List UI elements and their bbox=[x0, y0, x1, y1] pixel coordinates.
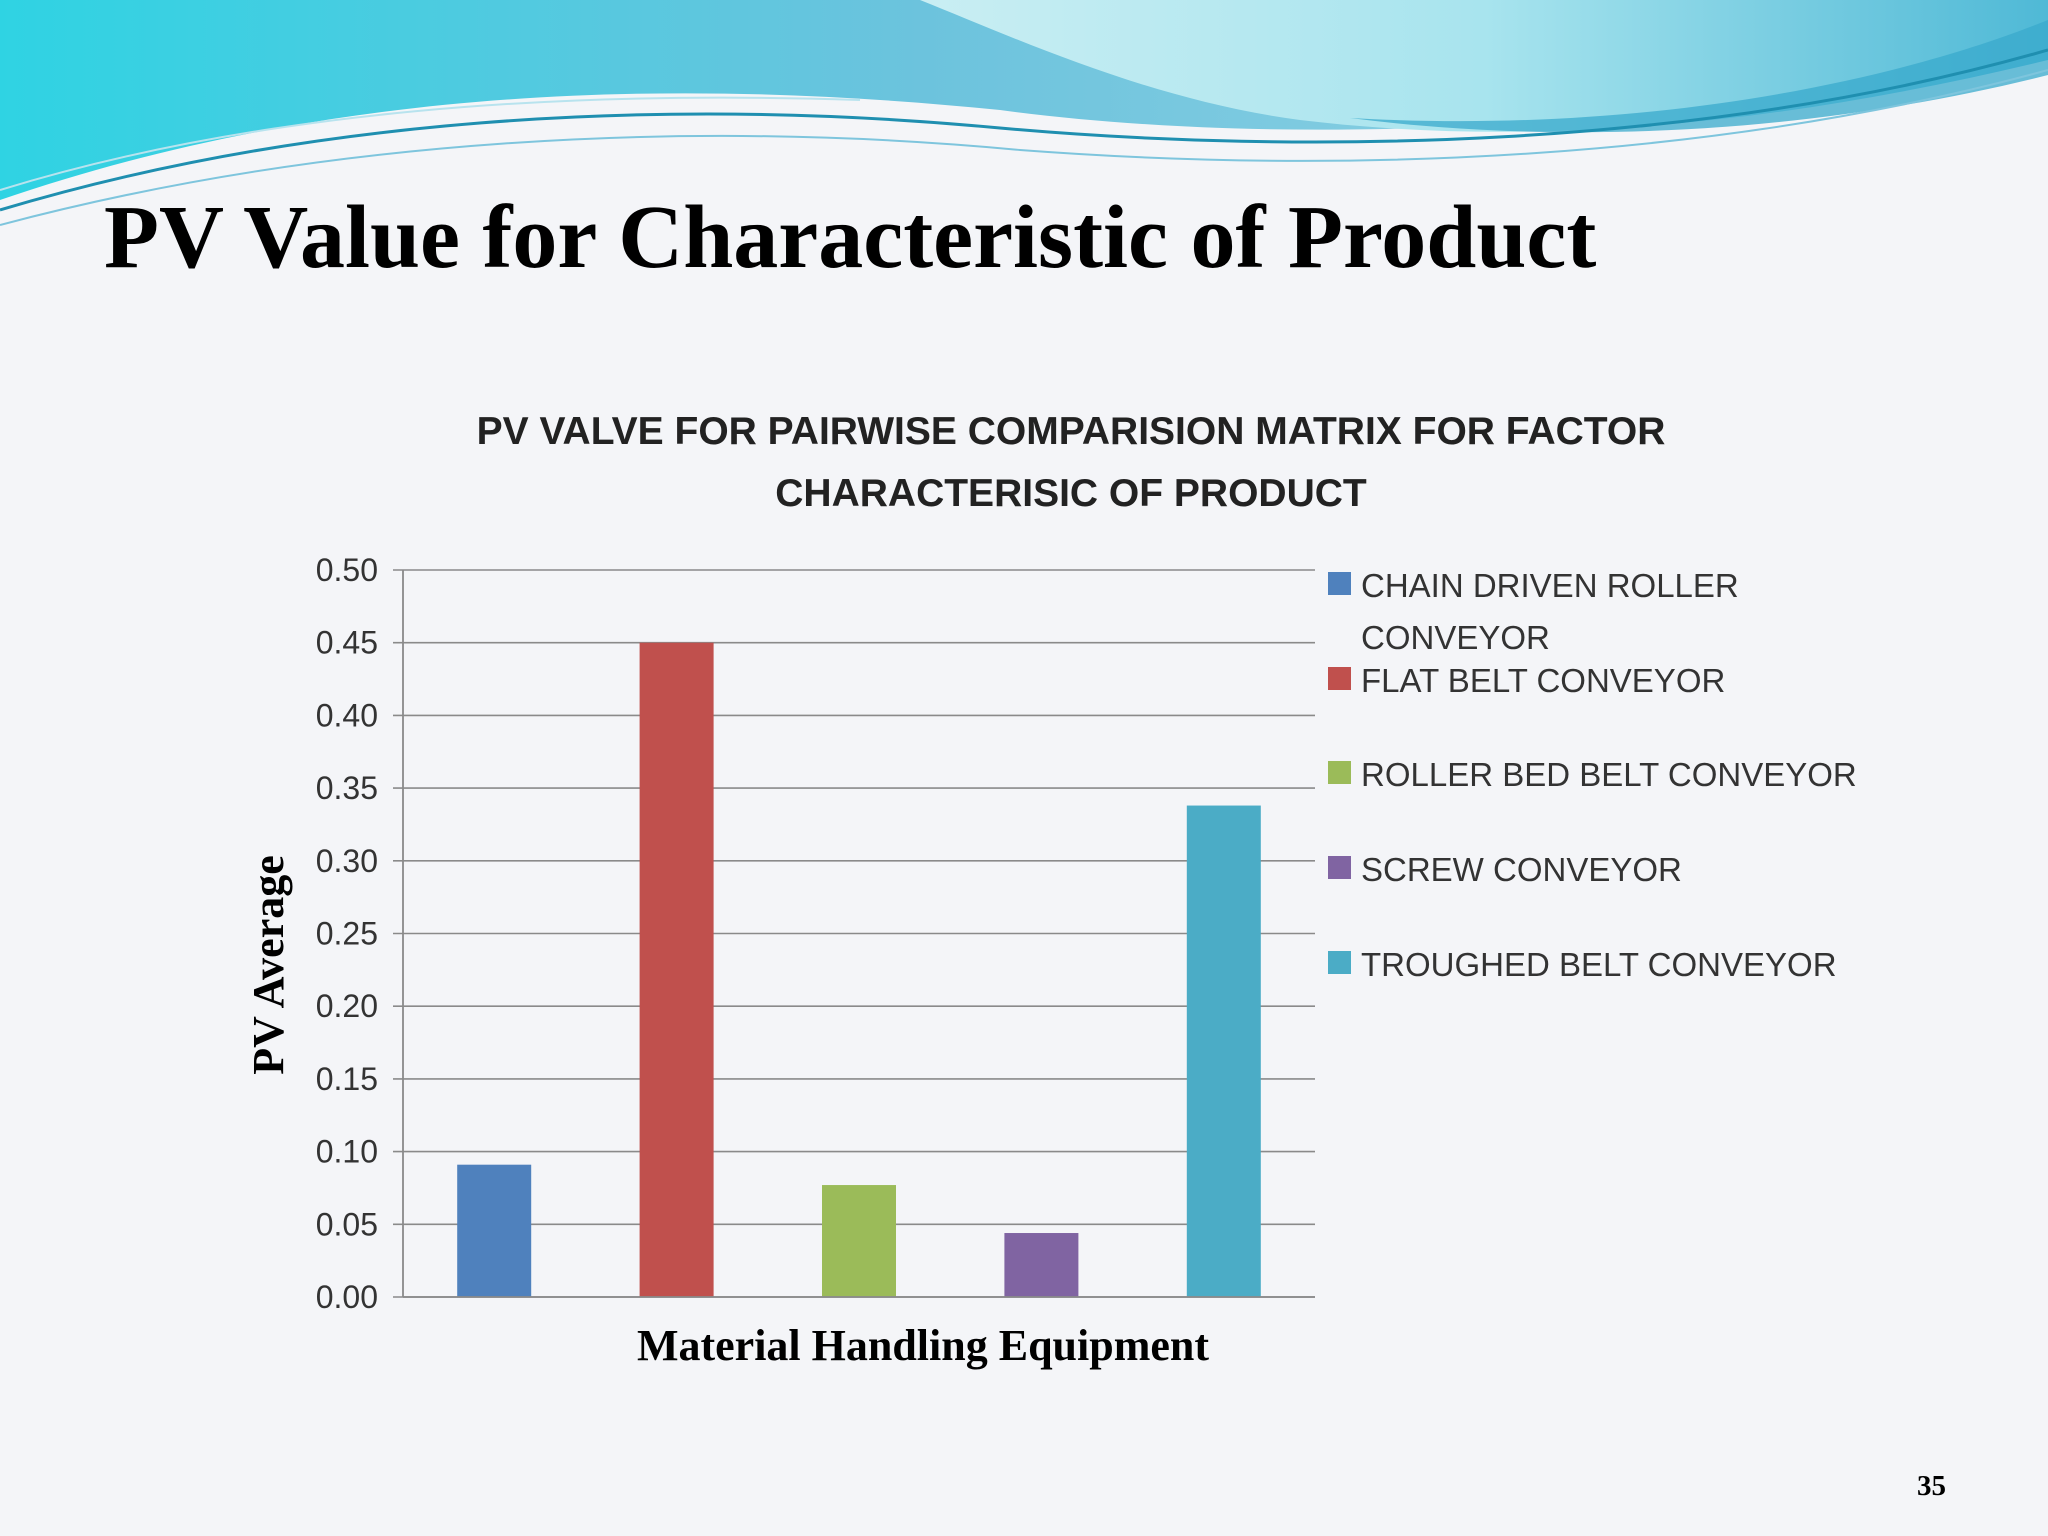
legend-label: ROLLER BED BELT CONVEYOR bbox=[1361, 756, 1857, 793]
legend-label: TROUGHED BELT CONVEYOR bbox=[1361, 946, 1837, 983]
page-number: 35 bbox=[1917, 1470, 1946, 1502]
y-tick-label: 0.50 bbox=[316, 552, 378, 588]
y-tick-label: 0.40 bbox=[316, 697, 378, 733]
chart-legend: CHAIN DRIVEN ROLLER CONVEYOR FLAT BELT CON… bbox=[1328, 567, 1857, 983]
y-axis-label: PV Average bbox=[244, 855, 293, 1075]
legend-swatch bbox=[1328, 667, 1351, 690]
legend-label: CONVEYOR bbox=[1361, 619, 1550, 656]
y-tick-label: 0.15 bbox=[316, 1061, 378, 1097]
slide-title: PV Value for Characteristic of Product bbox=[104, 188, 1597, 287]
chart-axes bbox=[402, 570, 1315, 1298]
bar-series-5 bbox=[1186, 805, 1261, 1297]
legend-swatch bbox=[1328, 761, 1351, 784]
y-tick-label: 0.05 bbox=[316, 1206, 378, 1242]
chart-title-line: PV VALVE FOR PAIRWISE COMPARISION MATRIX… bbox=[477, 410, 1666, 453]
y-tick-label: 0.30 bbox=[316, 843, 378, 879]
y-tick-label: 0.20 bbox=[316, 988, 378, 1024]
x-axis-label: Material Handling Equipment bbox=[637, 1321, 1209, 1370]
y-tick-label: 0.00 bbox=[316, 1279, 378, 1315]
legend-label: CHAIN DRIVEN ROLLER bbox=[1361, 567, 1739, 604]
bar-series-1 bbox=[457, 1164, 532, 1297]
chart-title: PV VALVE FOR PAIRWISE COMPARISION MATRIX… bbox=[477, 410, 1666, 515]
y-axis-ticks: 0.00 0.05 0.10 0.15 0.20 0.25 0.30 0.35 0.40 0.45… bbox=[316, 552, 378, 1315]
bar-series-3 bbox=[822, 1185, 896, 1297]
chart-title-line: CHARACTERISIC OF PRODUCT bbox=[775, 472, 1367, 515]
chart-bars bbox=[457, 642, 1261, 1297]
bar-series-4 bbox=[1004, 1233, 1079, 1297]
y-tick-label: 0.10 bbox=[316, 1134, 378, 1170]
legend-swatch bbox=[1328, 951, 1351, 974]
y-tick-label: 0.25 bbox=[316, 916, 378, 952]
legend-label: FLAT BELT CONVEYOR bbox=[1361, 662, 1725, 699]
legend-swatch bbox=[1328, 572, 1351, 595]
y-tick-label: 0.45 bbox=[316, 625, 378, 661]
legend-swatch bbox=[1328, 856, 1351, 879]
y-tick-label: 0.35 bbox=[316, 770, 378, 806]
bar-series-2 bbox=[639, 642, 714, 1297]
legend-label: SCREW CONVEYOR bbox=[1361, 851, 1682, 888]
